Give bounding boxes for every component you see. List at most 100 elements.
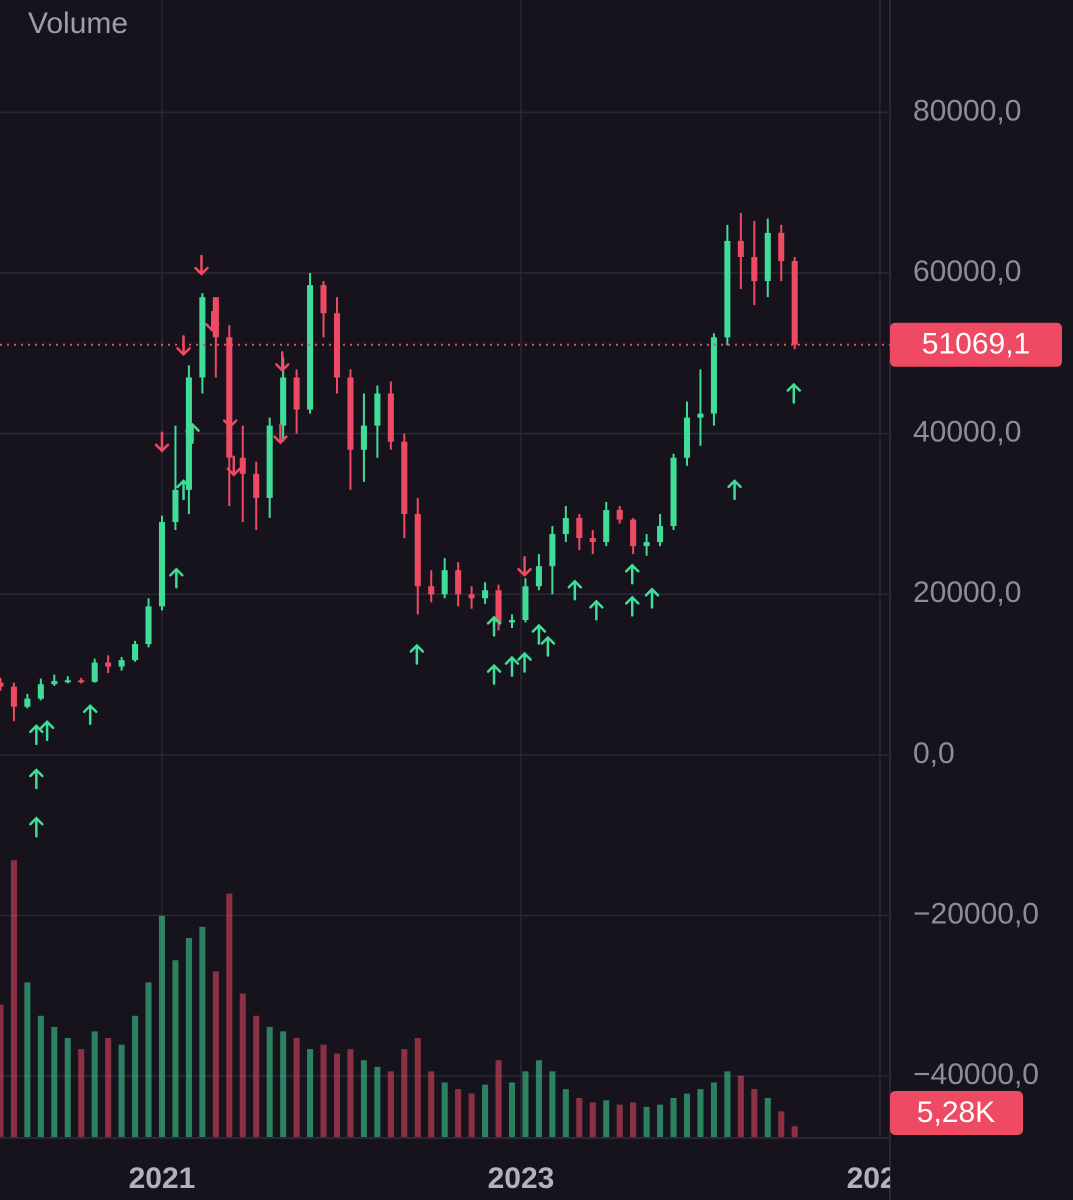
volume-bar — [253, 1015, 260, 1138]
signal-arrow — [204, 310, 220, 333]
volume-bar — [697, 1089, 704, 1138]
volume-bar — [482, 1084, 489, 1138]
candle-body — [158, 522, 166, 607]
candle-body — [589, 538, 596, 543]
candle-body — [199, 297, 206, 378]
signals — [29, 254, 802, 838]
last-price-box — [890, 322, 1062, 367]
volume-bar — [293, 1038, 300, 1138]
y-tick-label: 0,0 — [913, 737, 955, 770]
candle-body — [105, 662, 112, 667]
candle-body — [495, 590, 502, 623]
volume-bar — [347, 1049, 354, 1138]
volume-bar — [778, 1111, 785, 1138]
candle-body — [791, 261, 798, 345]
candle-body — [401, 441, 408, 514]
signal-arrow — [169, 567, 184, 589]
signal-arrow — [517, 651, 532, 673]
volume-bar — [132, 1015, 139, 1138]
volume-bar — [428, 1071, 435, 1138]
candle-body — [630, 519, 637, 547]
volume-bar — [791, 1126, 798, 1138]
candle-body — [78, 680, 85, 683]
volume-bar — [522, 1071, 529, 1138]
volume-bar — [630, 1102, 637, 1138]
candle-body — [360, 425, 367, 450]
candle-body — [414, 513, 421, 587]
volume-bar — [374, 1066, 381, 1138]
volume-bar — [616, 1104, 623, 1138]
volume-bar — [64, 1038, 71, 1138]
signal-arrow — [786, 382, 802, 404]
signal-arrow — [517, 555, 532, 577]
volume-bar — [307, 1049, 314, 1138]
x-tick-label: 2025 — [847, 1162, 914, 1195]
signal-arrow — [185, 422, 200, 444]
volume-bar — [683, 1093, 691, 1138]
volume-bar — [51, 1026, 58, 1138]
volume-bar — [78, 1049, 85, 1138]
candle-body — [468, 594, 475, 599]
volume-bar — [576, 1098, 583, 1138]
signal-arrow — [504, 655, 520, 677]
candle-body — [253, 473, 260, 498]
candle-body — [374, 393, 381, 426]
candle-body — [683, 417, 691, 458]
candle-body — [441, 570, 448, 595]
volume-bar — [320, 1044, 327, 1138]
candle-body — [455, 570, 462, 595]
candles — [0, 212, 798, 722]
y-tick-label: 60000,0 — [913, 255, 1021, 288]
volume-bar — [724, 1071, 731, 1138]
x-tick-label: 2021 — [129, 1162, 196, 1195]
signal-arrow — [194, 254, 209, 276]
last-volume-box — [890, 1091, 1023, 1135]
signal-arrow — [29, 724, 44, 746]
candle-body — [172, 489, 179, 523]
candle-body — [280, 377, 287, 426]
volume-bar — [643, 1106, 650, 1138]
volume-bar — [414, 1038, 421, 1138]
signal-arrow — [625, 595, 640, 617]
candle-body — [212, 297, 219, 338]
signal-arrow — [226, 455, 242, 477]
candle-body — [320, 285, 327, 314]
volume-bar — [105, 1038, 112, 1138]
signal-arrow — [540, 635, 556, 657]
candle-body — [64, 680, 71, 683]
signal-arrow — [274, 351, 290, 373]
candle-body — [643, 542, 650, 547]
candle-body — [347, 377, 354, 450]
volume-bar — [91, 1031, 98, 1138]
signal-arrow — [176, 479, 191, 501]
last-volume-label: 5,28K — [917, 1096, 995, 1129]
pane-title: Volume — [28, 7, 128, 40]
volume-bar — [172, 960, 179, 1138]
signal-arrow — [273, 423, 288, 445]
volume-bar — [199, 926, 206, 1138]
signal-arrow — [82, 703, 98, 726]
candle-body — [307, 285, 314, 410]
candle-body — [145, 606, 152, 645]
volume-bar — [508, 1082, 516, 1138]
candle-body — [51, 681, 58, 685]
x-tick-label: 2023 — [488, 1162, 555, 1195]
candle-body — [562, 518, 569, 535]
candle-body — [603, 509, 610, 543]
volume-bar — [185, 938, 192, 1138]
signal-arrow — [29, 768, 44, 790]
volume-bar — [751, 1089, 758, 1138]
candle-body — [0, 682, 4, 687]
candle-body — [91, 662, 98, 682]
candle-body — [482, 590, 489, 599]
volume-bar — [118, 1044, 125, 1138]
volume-bar — [158, 915, 166, 1138]
candle-body — [549, 534, 556, 567]
candle-body — [535, 566, 542, 587]
signal-arrow — [486, 663, 502, 685]
candle-body — [226, 337, 233, 458]
volume-bar — [455, 1089, 462, 1138]
volume-bar — [0, 1004, 4, 1138]
